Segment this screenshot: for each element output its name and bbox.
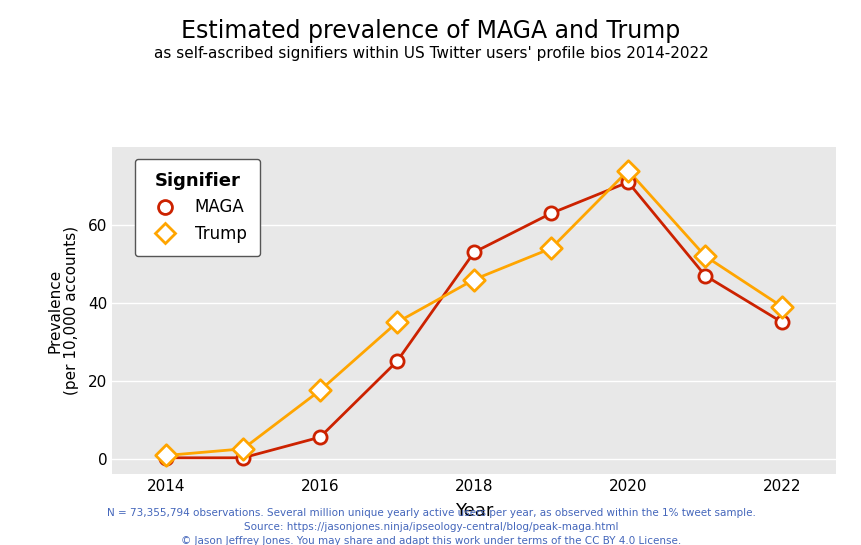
Y-axis label: Prevalence
(per 10,000 accounts): Prevalence (per 10,000 accounts) (47, 226, 79, 395)
Point (159, 453, 173, 462)
Point (236, 453, 250, 462)
Point (774, 302, 788, 311)
Text: N = 73,355,794 observations. Several million unique yearly active users per year: N = 73,355,794 observations. Several mil… (107, 508, 754, 518)
Point (390, 318, 404, 326)
Point (390, 357, 404, 366)
Point (774, 318, 788, 326)
X-axis label: Year: Year (455, 502, 492, 520)
Point (543, 244, 557, 253)
Text: Source: https://jasonjones.ninja/ipseology-central/blog/peak-maga.html: Source: https://jasonjones.ninja/ipseolo… (244, 522, 617, 532)
Point (467, 275, 480, 284)
Text: as self-ascribed signifiers within US Twitter users' profile bios 2014-2022: as self-ascribed signifiers within US Tw… (153, 46, 708, 62)
Point (313, 433, 326, 441)
Point (467, 248, 480, 257)
Text: Estimated prevalence of MAGA and Trump: Estimated prevalence of MAGA and Trump (181, 19, 680, 43)
Text: © Jason Jeffrey Jones. You may share and adapt this work under terms of the CC B: © Jason Jeffrey Jones. You may share and… (181, 536, 680, 545)
Point (543, 209, 557, 217)
Point (313, 386, 326, 395)
Point (621, 178, 635, 186)
Point (236, 445, 250, 453)
Legend: MAGA, Trump: MAGA, Trump (134, 159, 260, 256)
Point (159, 451, 173, 460)
Point (697, 252, 711, 261)
Point (621, 166, 635, 175)
Point (697, 271, 711, 280)
